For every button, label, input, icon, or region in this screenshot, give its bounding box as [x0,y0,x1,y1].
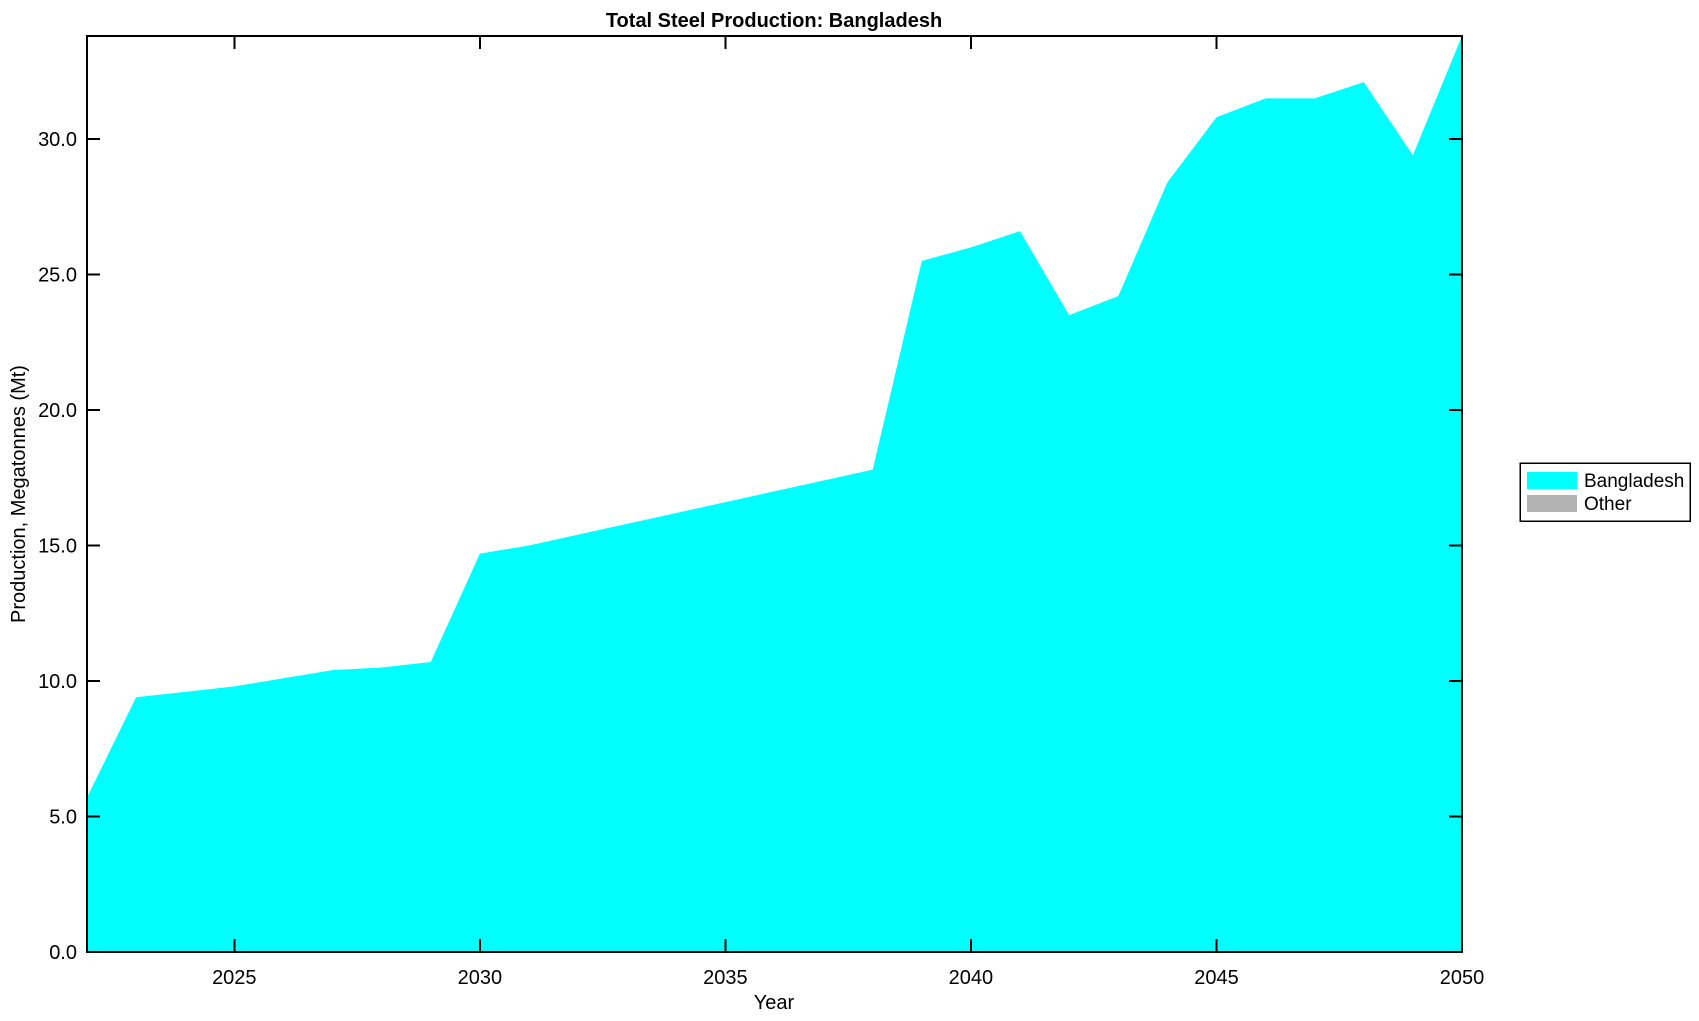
y-axis-label: Production, Megatonnes (Mt) [8,365,30,623]
y-tick-label: 20.0 [38,400,77,422]
x-tick-label: 2050 [1440,967,1485,989]
y-tick-label: 0.0 [49,942,77,964]
legend: Bangladesh Other [1519,462,1691,522]
y-tick-label: 30.0 [38,129,77,151]
y-tick-label: 10.0 [38,671,77,693]
area-series-bangladesh [87,36,1462,952]
chart-title: Total Steel Production: Bangladesh [606,10,942,32]
legend-swatch-bangladesh [1527,472,1577,489]
y-tick-label: 15.0 [38,535,77,557]
axes-ticks-layer: 2025 2030 2035 2040 2045 2050 0.0 5.0 10.0 15.0 20… [38,36,1484,989]
plot-border [86,35,1463,953]
x-tick-label: 2045 [1194,967,1239,989]
legend-label-bangladesh: Bangladesh [1584,471,1684,492]
x-tick-label: 2040 [949,967,994,989]
legend-label-other: Other [1584,494,1632,515]
x-tick-label: 2025 [212,967,257,989]
x-axis-label: Year [754,992,795,1014]
legend-swatch-other [1527,495,1577,512]
y-tick-label: 25.0 [38,264,77,286]
y-tick-label: 5.0 [49,806,77,828]
series-layer [87,36,1462,952]
x-tick-label: 2035 [703,967,748,989]
x-tick-label: 2030 [458,967,503,989]
